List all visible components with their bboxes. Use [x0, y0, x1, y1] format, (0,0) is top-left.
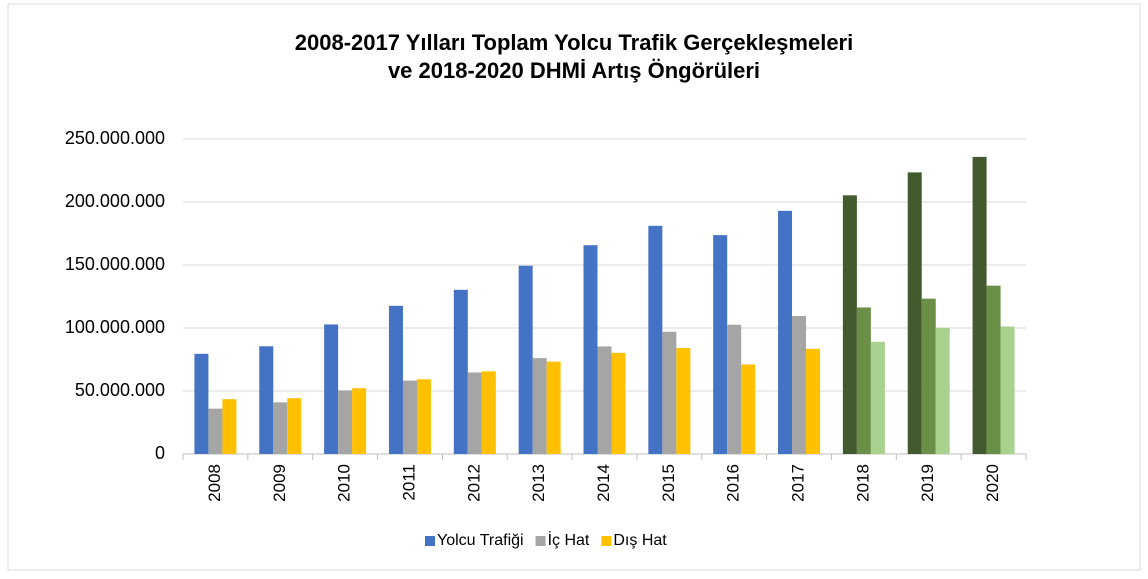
bar — [741, 364, 756, 454]
bar — [532, 358, 547, 454]
bar — [481, 371, 496, 454]
bar — [648, 225, 663, 454]
x-tick-label: 2008 — [205, 464, 224, 502]
bar — [778, 210, 793, 454]
bar — [907, 172, 922, 454]
bar — [467, 372, 482, 454]
bar — [518, 265, 533, 454]
legend-swatch — [601, 536, 612, 546]
legend-label: Yolcu Trafiği — [437, 532, 524, 549]
x-tick-label: 2011 — [399, 464, 418, 501]
bar — [194, 353, 209, 454]
bar — [546, 361, 561, 454]
x-tick-label: 2009 — [270, 464, 289, 502]
x-tick-label: 2012 — [464, 464, 483, 502]
bar — [986, 285, 1001, 454]
chart-title: ve 2018-2020 DHMİ Artış Öngörüleri — [388, 58, 760, 83]
bar — [676, 348, 691, 454]
legend-swatch — [425, 536, 435, 546]
x-tick-label: 2014 — [594, 464, 613, 502]
bar — [402, 380, 417, 454]
bar — [287, 398, 302, 454]
y-tick-label: 100.000.000 — [65, 317, 165, 337]
bar — [453, 289, 468, 454]
bar — [842, 195, 857, 454]
y-tick-label: 150.000.000 — [65, 254, 165, 274]
y-tick-label: 50.000.000 — [75, 380, 165, 400]
x-tick-label: 2015 — [659, 464, 678, 502]
bar — [583, 245, 598, 454]
bar — [597, 346, 612, 454]
bar — [352, 388, 367, 454]
bar — [1000, 326, 1015, 454]
bar — [870, 341, 885, 454]
chart-frame — [7, 3, 1141, 571]
bar — [713, 235, 728, 454]
bar — [727, 324, 742, 454]
bar — [662, 331, 677, 454]
y-tick-label: 0 — [155, 443, 165, 463]
bar — [222, 399, 237, 454]
x-tick-label: 2018 — [853, 464, 872, 502]
bar — [856, 307, 871, 454]
x-tick-label: 2016 — [724, 464, 743, 502]
bar — [208, 408, 223, 454]
legend-label: İç Hat — [548, 530, 590, 549]
bar — [806, 348, 821, 454]
bar — [273, 402, 288, 454]
bar — [416, 379, 431, 454]
legend-label: Dış Hat — [613, 532, 667, 549]
x-tick-label: 2020 — [983, 464, 1002, 502]
bar — [259, 346, 274, 454]
bar — [324, 324, 339, 454]
x-tick-label: 2010 — [335, 464, 354, 502]
x-tick-label: 2013 — [529, 464, 548, 502]
bar — [611, 352, 626, 454]
bar — [935, 327, 950, 454]
chart-title: 2008-2017 Yılları Toplam Yolcu Trafik Ge… — [295, 30, 853, 55]
x-tick-label: 2017 — [789, 464, 808, 502]
x-tick-label: 2019 — [918, 464, 937, 502]
bar — [792, 316, 807, 454]
bar — [921, 298, 936, 454]
bar — [972, 156, 987, 454]
bar — [388, 305, 403, 454]
bar — [338, 390, 353, 454]
y-tick-label: 250.000.000 — [65, 128, 165, 148]
y-tick-label: 200.000.000 — [65, 191, 165, 211]
legend-swatch — [535, 536, 546, 546]
